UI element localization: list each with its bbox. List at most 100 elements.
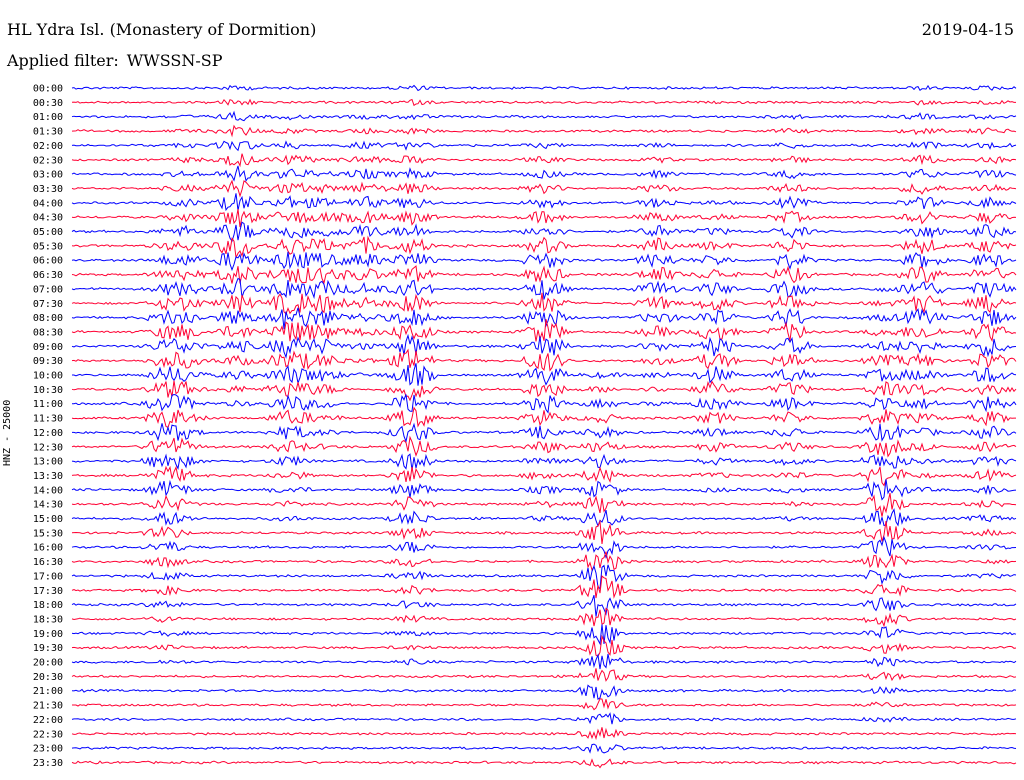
row-label: 09:30 [33,356,63,367]
row-label: 06:30 [33,270,63,281]
row-label: 19:00 [33,629,63,640]
row-label: 07:30 [33,299,63,310]
filter-label: Applied filter: WWSSN-SP [7,53,222,69]
trace-row [71,333,1017,359]
row-label: 02:30 [33,155,63,166]
row-label: 10:00 [33,371,63,382]
row-label: 03:00 [33,170,63,181]
row-label: 16:00 [33,543,63,554]
trace-row [71,319,1017,343]
trace-row [72,422,1017,444]
trace-row [71,193,1017,212]
trace-row [71,684,1017,701]
trace-row [71,380,1017,402]
row-label: 19:30 [33,643,63,654]
row-label: 07:00 [33,284,63,295]
channel-label: HNZ - 25000 [2,399,13,466]
row-label: 11:00 [33,399,63,410]
trace-row [71,492,1017,517]
station-title: HL Ydra Isl. (Monastery of Dormition) [7,20,317,39]
trace-row [71,727,1017,741]
row-label: 05:00 [33,227,63,238]
trace-row [71,265,1017,285]
trace-row [71,348,1017,372]
trace-row [71,84,1017,92]
row-label: 15:00 [33,514,63,525]
row-label: 03:30 [33,184,63,195]
trace-row [71,179,1017,198]
trace-row [71,307,1017,330]
trace-row [71,292,1017,315]
row-label: 00:30 [33,98,63,109]
row-label: 23:30 [33,758,63,769]
row-label: 04:30 [33,213,63,224]
row-label: 04:00 [33,198,63,209]
row-label: 12:30 [33,442,63,453]
trace-row [71,535,1017,560]
trace-row [71,98,1016,107]
trace-row [71,165,1017,182]
trace-row [71,519,1017,544]
trace-row [71,479,1017,501]
row-label: 16:30 [33,557,63,568]
row-label: 21:00 [33,686,63,697]
row-label: 13:30 [33,471,63,482]
trace-row [71,653,1017,670]
row-label: 21:30 [33,701,63,712]
row-label: 05:30 [33,241,63,252]
row-label: 23:00 [33,744,63,755]
trace-row [71,758,1017,769]
trace-row [72,363,1017,386]
trace-row [71,668,1017,682]
trace-row [71,564,1017,590]
row-label: 17:30 [33,586,63,597]
trace-row [71,124,1017,138]
trace-row [71,221,1017,243]
trace-row [71,634,1017,657]
filter-name: WWSSN-SP [126,51,223,70]
row-label: 17:00 [33,571,63,582]
row-label: 18:00 [33,600,63,611]
trace-row [71,277,1017,300]
row-label: 20:00 [33,658,63,669]
trace-row [71,110,1017,122]
trace-row [71,607,1017,628]
row-label: 13:00 [33,457,63,468]
row-label: 11:30 [33,414,63,425]
trace-row [71,453,1017,471]
trace-row [71,551,1017,572]
trace-row [71,251,1017,272]
trace-row [72,698,1017,711]
trace-row [72,393,1017,414]
row-label: 18:30 [33,614,63,625]
row-label: 00:00 [33,84,63,95]
trace-row [71,153,1017,168]
trace-row [71,712,1017,725]
filter-prefix: Applied filter: [7,51,119,70]
row-label-group: 00:00 00:30 01:00 01:30 02:00 02:30 03:00 03:30… [33,84,63,769]
row-label: 20:30 [33,672,63,683]
trace-row [71,743,1017,754]
trace-row [71,406,1016,429]
row-label: 14:00 [33,485,63,496]
row-label: 12:00 [33,428,63,439]
trace-row [71,595,1017,617]
row-label: 08:30 [33,327,63,338]
trace-row [71,235,1017,260]
trace-row [71,465,1017,487]
row-label: 10:30 [33,385,63,396]
trace-row [71,209,1017,228]
trace-row [71,624,1017,646]
date-label: 2019-04-15 [921,20,1014,39]
row-label: 15:30 [33,528,63,539]
row-label: 02:00 [33,141,63,152]
row-label: 06:00 [33,256,63,267]
row-label: 14:30 [33,500,63,511]
trace-row [71,508,1017,528]
trace-row [71,435,1017,458]
trace-group [71,84,1017,769]
row-label: 22:00 [33,715,63,726]
row-label: 09:00 [33,342,63,353]
row-label: 22:30 [33,729,63,740]
